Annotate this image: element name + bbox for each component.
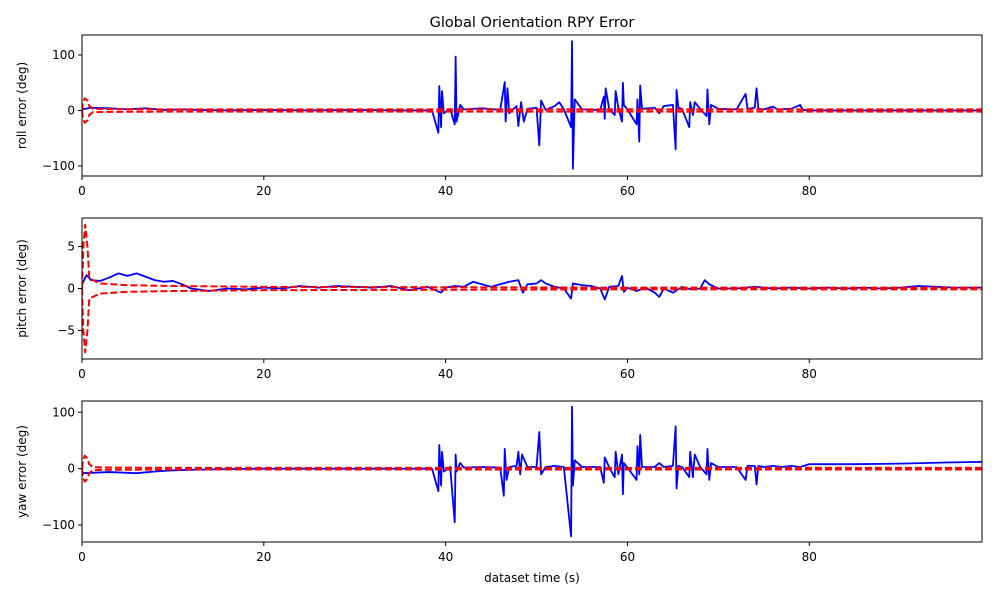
yaw-x-tick-label: 40 — [438, 550, 453, 564]
pitch-error-panel: 0 20 40 60 80 −5 0 5 pitch error (deg) — [15, 217, 983, 381]
figure-title: Global Orientation RPY Error — [430, 15, 635, 31]
roll-y-tick-label: −100 — [42, 159, 75, 173]
pitch-lower-bound-line — [82, 288, 982, 354]
yaw-y-tick-label: 100 — [52, 405, 75, 419]
roll-lower-bound-line — [82, 110, 982, 124]
pitch-y-tick-label: 5 — [67, 240, 75, 254]
yaw-y-tick-label: 0 — [67, 462, 75, 476]
yaw-error-panel: 0 20 40 60 80 −100 0 100 yaw error (deg) — [15, 400, 983, 564]
pitch-y-tick-label: 0 — [67, 282, 75, 296]
roll-x-tick-label: 60 — [620, 184, 635, 198]
yaw-series-group — [82, 405, 982, 538]
roll-upper-bound-line — [82, 97, 982, 111]
roll-y-tick-label: 100 — [52, 48, 75, 62]
yaw-x-tick-label: 80 — [802, 550, 817, 564]
yaw-y-axis-label: yaw error (deg) — [15, 425, 29, 518]
roll-series-group — [82, 40, 982, 170]
pitch-y-tick-label: −5 — [57, 323, 75, 337]
pitch-x-tick-label: 20 — [256, 367, 271, 381]
pitch-y-axis-label: pitch error (deg) — [15, 239, 29, 338]
pitch-x-tick-label: 60 — [620, 367, 635, 381]
roll-y-axis-label: roll error (deg) — [15, 62, 29, 149]
roll-x-tick-label: 20 — [256, 184, 271, 198]
roll-x-tick-label: 40 — [438, 184, 453, 198]
yaw-error-line — [82, 405, 982, 538]
roll-x-tick-label: 80 — [802, 184, 817, 198]
roll-x-tick-label: 0 — [78, 184, 86, 198]
pitch-upper-bound-line — [82, 223, 982, 289]
yaw-x-tick-label: 60 — [620, 550, 635, 564]
pitch-x-tick-label: 0 — [78, 367, 86, 381]
yaw-x-tick-label: 20 — [256, 550, 271, 564]
yaw-x-tick-label: 0 — [78, 550, 86, 564]
yaw-y-tick-label: −100 — [42, 518, 75, 532]
pitch-series-group — [82, 223, 982, 354]
x-axis-label: dataset time (s) — [484, 571, 580, 585]
roll-axes-frame — [81, 34, 983, 177]
pitch-x-tick-label: 40 — [438, 367, 453, 381]
pitch-x-tick-label: 80 — [802, 367, 817, 381]
yaw-axes-frame — [81, 400, 983, 543]
roll-y-tick-label: 0 — [67, 103, 75, 117]
yaw-lower-bound-line — [82, 468, 982, 483]
yaw-upper-bound-line — [82, 454, 982, 469]
